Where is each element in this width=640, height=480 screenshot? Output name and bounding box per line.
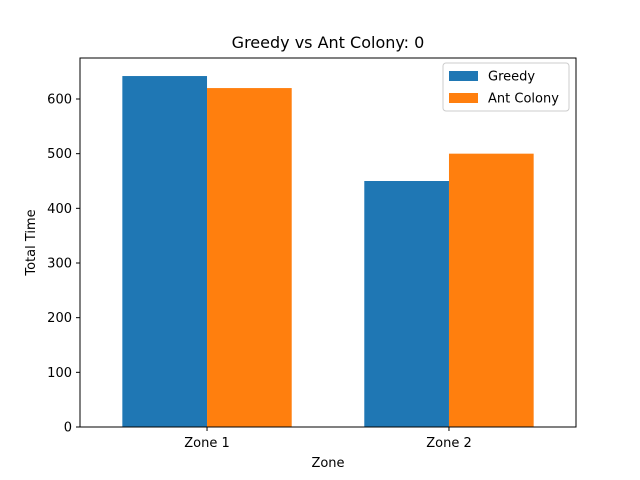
y-tick-label: 400 — [47, 202, 72, 217]
y-tick-label: 600 — [47, 93, 72, 108]
legend-swatch-greedy — [449, 71, 478, 81]
legend-swatch-ant-colony — [449, 93, 478, 103]
y-axis: 0 100 200 300 400 500 600 — [47, 93, 80, 436]
chart-title: Greedy vs Ant Colony: 0 — [232, 33, 425, 52]
bars-group — [122, 76, 534, 428]
y-tick-label: 0 — [64, 421, 72, 436]
y-tick-label: 100 — [47, 366, 72, 381]
y-tick-label: 500 — [47, 147, 72, 162]
y-tick-label: 200 — [47, 311, 72, 326]
legend-label-greedy: Greedy — [488, 70, 535, 85]
x-axis-label: Zone — [311, 456, 344, 471]
y-tick-label: 300 — [47, 257, 72, 272]
axes-frame — [79, 57, 577, 428]
y-axis-label: Total Time — [24, 209, 39, 276]
legend-label-ant-colony: Ant Colony — [488, 92, 559, 107]
x-tick-label: Zone 2 — [426, 436, 472, 451]
x-tick-label: Zone 1 — [184, 436, 230, 451]
bar-ant-colony-zone-2 — [448, 153, 534, 427]
bar-ant-colony-zone-1 — [207, 88, 292, 428]
legend: Greedy Ant Colony — [442, 62, 570, 112]
x-axis: Zone 1 Zone 2 — [184, 427, 472, 451]
bar-greedy-zone-1 — [122, 76, 208, 427]
bar-greedy-zone-2 — [364, 181, 449, 427]
